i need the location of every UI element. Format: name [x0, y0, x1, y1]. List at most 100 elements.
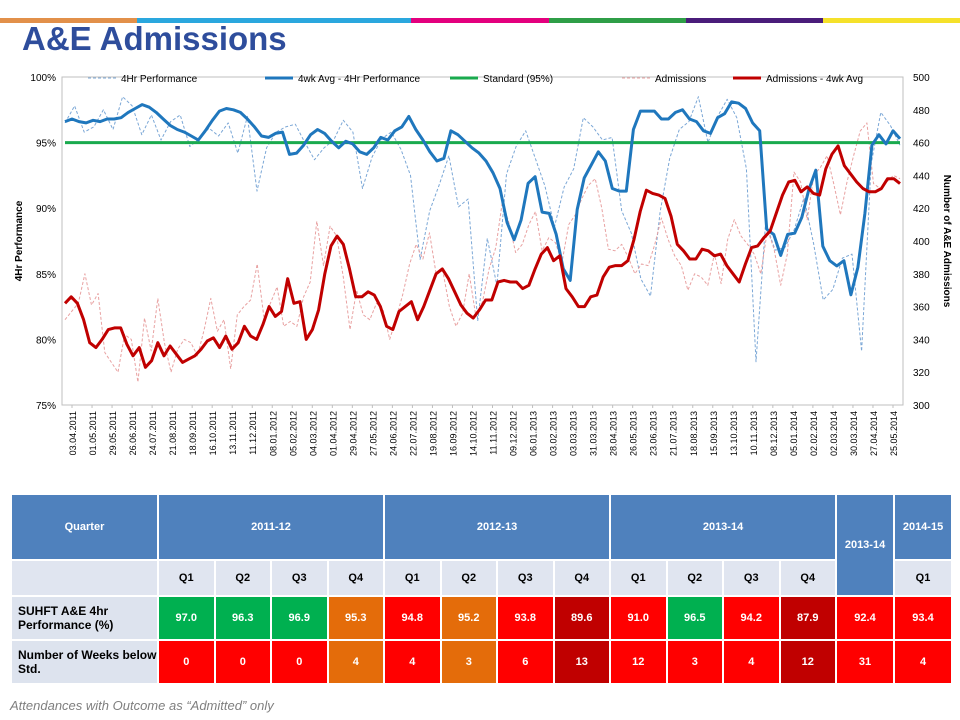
value-cell: 12 — [778, 639, 838, 685]
quarterly-performance-table: Quarter 2011-12 2012-13 2013-14 2013-14 2014-… — [10, 493, 954, 685]
value-cell: 93.4 — [893, 595, 954, 641]
quarter-row-label — [10, 559, 159, 597]
x-tick-label: 25.05.2014 — [889, 411, 899, 456]
row-label: Number of Weeks below Std. — [10, 639, 159, 685]
x-tick-label: 10.11.2013 — [749, 411, 759, 455]
year-header: 2013-14 — [835, 493, 896, 597]
x-tick-label: 09.12.2012 — [509, 411, 519, 456]
x-tick-label: 19.08.2012 — [428, 411, 438, 456]
year-header: 2013-14 — [609, 493, 838, 561]
y2-tick-label: 420 — [913, 204, 930, 215]
y2-tick-label: 320 — [913, 368, 930, 379]
value-cell: 4 — [893, 639, 954, 685]
top-color-bar — [0, 18, 960, 23]
value-cell: 91.0 — [609, 595, 668, 641]
value-cell: 3 — [439, 639, 499, 685]
table-quarter-row: Q1 Q2 Q3 Q4 Q1 Q2 Q3 Q4 Q1 Q2 Q3 Q4 Q1 — [10, 559, 954, 597]
admissions-chart: 75% 80% 85% 90% 95% 100% 300 320 340 360 380 400 420… — [14, 73, 952, 456]
value-cell: 4 — [722, 639, 781, 685]
series-line — [63, 144, 901, 369]
value-cell: 97.0 — [157, 595, 216, 641]
quarter-cell: Q2 — [439, 559, 499, 597]
quarter-cell: Q4 — [552, 559, 612, 597]
x-tick-label: 04.03.2012 — [308, 411, 318, 456]
value-cell: 96.9 — [270, 595, 329, 641]
quarter-cell: Q1 — [383, 559, 442, 597]
y2-axis-title: Number of A&E Admissions — [941, 175, 952, 308]
top-bar-segment — [0, 18, 138, 23]
value-cell: 87.9 — [778, 595, 838, 641]
y-axis-title: 4Hr Performance — [14, 200, 25, 281]
table-row: SUHFT A&E 4hr Performance (%) 97.0 96.3 96.… — [10, 595, 954, 641]
x-tick-label: 03.03.2013 — [569, 411, 579, 456]
y2-tick-label: 500 — [913, 73, 930, 84]
quarter-header: Quarter — [10, 493, 159, 561]
y2-tick-label: 340 — [913, 335, 930, 346]
value-cell: 3 — [665, 639, 725, 685]
legend-label: Admissions — [655, 74, 706, 85]
top-bar-segment — [274, 18, 412, 23]
value-cell: 0 — [270, 639, 329, 685]
value-cell: 13 — [552, 639, 612, 685]
top-bar-segment — [685, 18, 823, 23]
top-bar-segment — [822, 18, 960, 23]
x-tick-label: 08.12.2013 — [769, 411, 779, 456]
x-tick-label: 08.01.2012 — [268, 411, 278, 456]
y-tick-label: 95% — [36, 139, 56, 150]
table-row: Number of Weeks below Std. 0 0 0 4 4 3 6 13 12 3 4 1… — [10, 639, 954, 685]
x-tick-label: 24.07.2011 — [148, 411, 158, 455]
year-header: 2011-12 — [156, 493, 386, 561]
x-tick-label: 13.11.2011 — [228, 411, 238, 455]
quarter-cell: Q2 — [213, 559, 272, 597]
value-cell: 96.5 — [665, 595, 725, 641]
y-tick-label: 90% — [36, 204, 56, 215]
x-tick-label: 02.03.2014 — [829, 411, 839, 456]
x-tick-label: 16.09.2012 — [448, 411, 458, 456]
x-tick-label: 06.01.2013 — [529, 411, 539, 456]
y-tick-label: 100% — [30, 73, 56, 84]
x-tick-label: 24.06.2012 — [388, 411, 398, 456]
y2-tick-label: 460 — [913, 139, 930, 150]
value-cell: 94.2 — [722, 595, 781, 641]
x-tick-label: 26.05.2013 — [629, 411, 639, 456]
series-line — [64, 122, 901, 383]
value-cell: 4 — [326, 639, 386, 685]
footnote: Attendances with Outcome as “Admitted” o… — [10, 698, 274, 713]
quarter-cell: Q4 — [326, 559, 386, 597]
x-tick-label: 30.03.2014 — [849, 411, 859, 456]
value-cell: 12 — [609, 639, 668, 685]
quarter-cell: Q3 — [496, 559, 555, 597]
y2-tick-label: 480 — [913, 106, 930, 117]
top-bar-segment — [411, 18, 549, 23]
y2-tick-label: 360 — [913, 303, 930, 314]
x-tick-label: 31.03.2013 — [589, 411, 599, 456]
legend-label: 4Hr Performance — [121, 74, 198, 85]
value-cell: 89.6 — [552, 595, 612, 641]
x-tick-label: 11.11.2012 — [489, 411, 499, 455]
series-line — [64, 100, 902, 297]
legend-label: Admissions - 4wk Avg — [766, 74, 863, 85]
x-tick-label: 05.01.2014 — [789, 411, 799, 456]
x-tick-label: 16.10.2011 — [208, 411, 218, 455]
x-tick-label: 03.04.2011 — [68, 411, 78, 455]
quarter-cell: Q4 — [778, 559, 838, 597]
quarter-cell: Q1 — [893, 559, 954, 597]
quarter-cell: Q3 — [722, 559, 781, 597]
x-tick-label: 29.05.2011 — [108, 411, 118, 455]
y2-tick-label: 440 — [913, 171, 930, 182]
top-bar-segment — [548, 18, 686, 23]
y2-tick-label: 300 — [913, 401, 930, 412]
y2-tick-label: 400 — [913, 237, 930, 248]
value-cell: 93.8 — [496, 595, 555, 641]
x-tick-label: 15.09.2013 — [709, 411, 719, 456]
x-tick-label: 27.04.2014 — [869, 411, 879, 456]
x-tick-label: 13.10.2013 — [729, 411, 739, 456]
value-cell: 31 — [835, 639, 896, 685]
value-cell: 95.3 — [326, 595, 386, 641]
x-tick-label: 02.02.2014 — [809, 411, 819, 456]
legend-label: 4wk Avg - 4Hr Performance — [298, 74, 421, 85]
x-tick-label: 18.09.2011 — [188, 411, 198, 455]
table-header-row: Quarter 2011-12 2012-13 2013-14 2013-14 2014-… — [10, 493, 954, 597]
value-cell: 0 — [157, 639, 216, 685]
x-tick-label: 23.06.2013 — [649, 411, 659, 456]
